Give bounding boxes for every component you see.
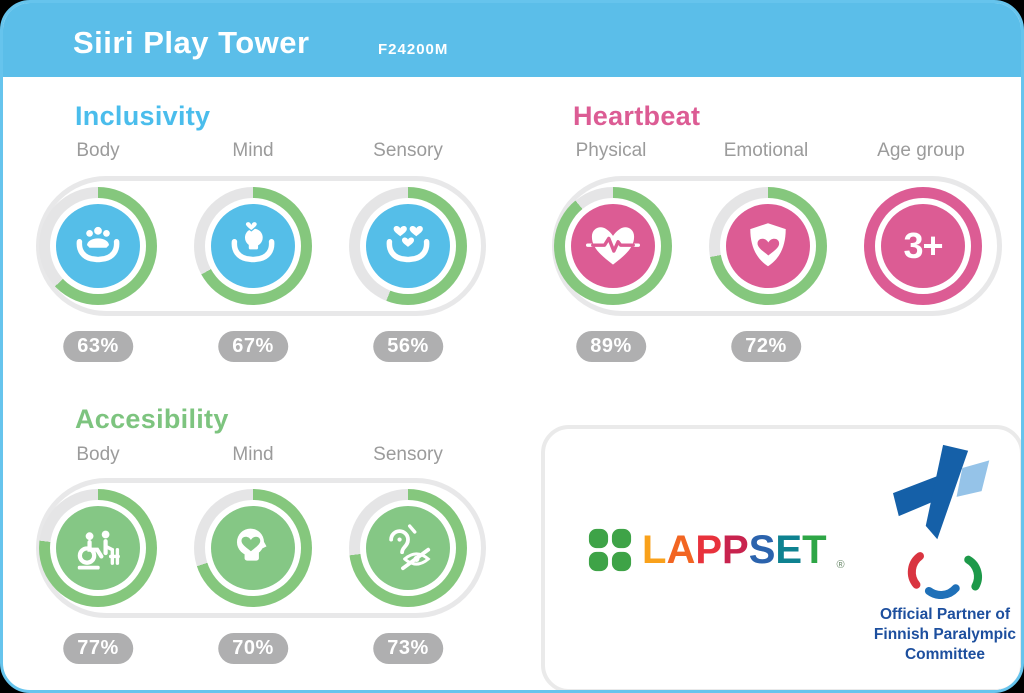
gauge-inner-circle (211, 506, 295, 590)
accessibility-label-sensory: Sensory (373, 444, 443, 465)
value-badge-heartbeat-physical: 89% (576, 331, 646, 362)
gauge-inclusivity-sensory (349, 187, 467, 305)
value-badge-accessibility-body: 77% (63, 633, 133, 664)
gauge-heartbeat-physical (554, 187, 672, 305)
value-badge-inclusivity-body: 63% (63, 331, 133, 362)
accessibility-label-body: Body (76, 444, 120, 465)
gauge-accessibility-sensory (349, 489, 467, 607)
heart-pulse-icon (586, 227, 640, 265)
finnish-paralympic-flag-icon (893, 444, 990, 540)
accessibility-label-mind: Mind (232, 444, 274, 465)
lappset-logo: LAPPSET ® (587, 527, 845, 573)
header-bar: Siiri Play Tower F24200M (3, 3, 1021, 77)
gauge-inner-circle (56, 506, 140, 590)
value-badge-inclusivity-sensory: 56% (373, 331, 443, 362)
partner-box: LAPPSET ® Official Partner of Finnish Pa… (541, 425, 1021, 690)
hands-people-icon (76, 226, 120, 263)
gauge-accessibility-body (39, 489, 157, 607)
gauge-inner-circle: 3+ (881, 204, 965, 288)
age-group-value: 3+ (903, 225, 943, 266)
page-title: Siiri Play Tower (73, 25, 310, 60)
partner-caption: Official Partner of Finnish Paralympic C… (861, 605, 1021, 665)
head-heart-icon (236, 528, 267, 561)
partner-caption-line: Committee (904, 646, 986, 664)
inclusivity-label-sensory: Sensory (373, 140, 443, 161)
gauge-heartbeat-emotional (709, 187, 827, 305)
gauge-inner-circle (571, 204, 655, 288)
gauge-inner-circle (366, 506, 450, 590)
gauge-heartbeat-agegroup: 3+ (864, 187, 982, 305)
value-badge-accessibility-sensory: 73% (373, 633, 443, 664)
value-badge-inclusivity-mind: 67% (218, 331, 288, 362)
heartbeat-label-agegroup: Age group (877, 140, 965, 161)
gauge-inner-circle (211, 204, 295, 288)
paralympic-logo-block: Official Partner of Finnish Paralympic C… (861, 443, 1021, 665)
gauge-accessibility-mind (194, 489, 312, 607)
lappset-wordmark: LAPPSET (642, 528, 827, 572)
lappset-clover-icon (588, 528, 632, 572)
sensory-impairment-icon (389, 524, 431, 571)
gauge-inclusivity-mind (194, 187, 312, 305)
shield-heart-icon (750, 223, 786, 267)
registered-mark: ® (836, 559, 845, 571)
partner-caption-line: Official Partner of (879, 606, 1011, 623)
gauge-inner-circle (366, 204, 450, 288)
inclusivity-heading: Inclusivity (75, 101, 211, 131)
heartbeat-label-physical: Physical (575, 140, 647, 161)
accessibility-heading: Accesibility (75, 404, 229, 434)
partner-caption-line: Finnish Paralympic (873, 626, 1017, 644)
product-code: F24200M (378, 41, 449, 58)
paralympic-agitos-icon (907, 552, 982, 599)
wheelchair-assist-icon (77, 530, 120, 570)
value-badge-accessibility-mind: 70% (218, 633, 288, 664)
inclusivity-label-mind: Mind (232, 140, 274, 161)
gauge-inner-circle (726, 204, 810, 288)
gauge-inclusivity-body (39, 187, 157, 305)
heartbeat-label-emotional: Emotional (723, 140, 809, 161)
heartbeat-heading: Heartbeat (573, 101, 701, 131)
gauge-inner-circle (56, 204, 140, 288)
hands-hearts-icon (386, 225, 430, 263)
hands-mind-icon (231, 220, 275, 263)
value-badge-heartbeat-emotional: 72% (731, 331, 801, 362)
inclusivity-label-body: Body (76, 140, 120, 161)
